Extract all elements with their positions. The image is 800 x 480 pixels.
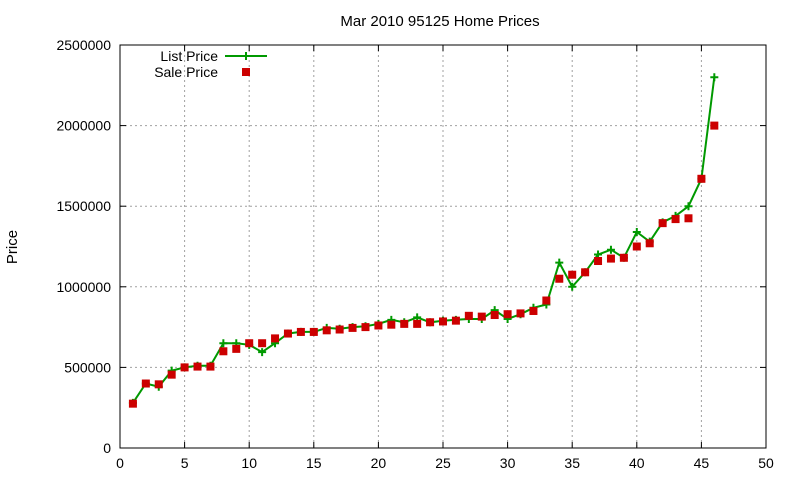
- x-tick-label: 20: [371, 455, 387, 471]
- data-point-sale-price: [271, 334, 280, 343]
- data-point-sale-price: [245, 339, 254, 348]
- data-point-sale-price: [309, 327, 318, 336]
- y-tick-label: 0: [103, 440, 111, 456]
- legend-marker-list-price: [242, 52, 250, 60]
- y-tick-label: 1500000: [56, 198, 111, 214]
- data-point-sale-price: [413, 319, 422, 328]
- data-point-sale-price: [426, 318, 435, 327]
- legend-label-sale-price: Sale Price: [154, 64, 218, 80]
- data-point-sale-price: [697, 174, 706, 183]
- data-point-sale-price: [167, 370, 176, 379]
- x-tick-label: 40: [629, 455, 645, 471]
- series-layer: [128, 73, 719, 408]
- x-tick-label: 50: [758, 455, 774, 471]
- data-point-sale-price: [555, 274, 564, 283]
- data-point-list-price: [606, 245, 615, 254]
- x-tick-label: 25: [435, 455, 451, 471]
- data-point-list-price: [258, 348, 267, 357]
- data-point-sale-price: [128, 399, 137, 408]
- y-axis-label: Price: [4, 230, 21, 264]
- data-point-sale-price: [258, 339, 267, 348]
- data-point-sale-price: [296, 327, 305, 336]
- data-point-sale-price: [606, 254, 615, 263]
- data-point-sale-price: [581, 268, 590, 277]
- data-point-sale-price: [490, 311, 499, 320]
- data-point-sale-price: [154, 380, 163, 389]
- grid: [120, 45, 766, 448]
- legend-marker-sale-price: [242, 68, 250, 76]
- data-point-sale-price: [439, 317, 447, 326]
- data-point-sale-price: [283, 329, 292, 338]
- data-point-sale-price: [335, 325, 344, 334]
- data-point-sale-price: [516, 309, 525, 318]
- data-point-sale-price: [645, 239, 654, 248]
- data-point-sale-price: [219, 347, 228, 356]
- data-point-sale-price: [529, 306, 538, 315]
- x-tick-label: 0: [116, 455, 124, 471]
- y-tick-label: 2000000: [56, 118, 111, 134]
- axis-ticks: 0 5 10 15 20 25 30 35 40 45 50 0 500000 1000000 150000…: [56, 37, 774, 471]
- data-point-sale-price: [568, 270, 577, 279]
- data-point-list-price: [219, 339, 228, 348]
- data-point-sale-price: [619, 253, 628, 262]
- series-line-list-price: [132, 77, 716, 404]
- data-point-list-price: [710, 73, 719, 82]
- data-point-list-price: [632, 227, 641, 236]
- x-tick-label: 35: [564, 455, 580, 471]
- data-point-sale-price: [348, 323, 357, 332]
- data-point-sale-price: [477, 312, 486, 321]
- data-point-sale-price: [193, 362, 202, 371]
- data-point-list-price: [684, 202, 693, 211]
- data-point-sale-price: [361, 323, 370, 332]
- data-point-sale-price: [542, 296, 551, 305]
- data-point-sale-price: [594, 257, 603, 266]
- data-point-sale-price: [632, 242, 641, 251]
- legend-label-list-price: List Price: [160, 48, 218, 64]
- data-point-sale-price: [464, 311, 473, 320]
- x-tick-label: 5: [181, 455, 189, 471]
- series-sale-price: [128, 121, 719, 408]
- data-point-sale-price: [206, 362, 215, 371]
- x-tick-label: 15: [306, 455, 322, 471]
- data-point-sale-price: [684, 214, 693, 223]
- data-point-sale-price: [387, 320, 396, 329]
- x-tick-label: 10: [241, 455, 257, 471]
- y-tick-label: 500000: [64, 359, 111, 375]
- data-point-sale-price: [400, 319, 409, 328]
- y-tick-label: 2500000: [56, 37, 111, 53]
- data-point-sale-price: [451, 316, 460, 325]
- x-tick-label: 30: [500, 455, 516, 471]
- data-point-sale-price: [710, 121, 719, 130]
- x-tick-label: 45: [694, 455, 710, 471]
- series-list-price: [128, 73, 719, 407]
- data-point-sale-price: [232, 344, 241, 353]
- data-point-sale-price: [374, 321, 383, 330]
- data-point-list-price: [568, 282, 577, 291]
- y-tick-label: 1000000: [56, 279, 111, 295]
- data-point-sale-price: [503, 310, 512, 319]
- data-point-sale-price: [180, 363, 189, 372]
- chart-title: Mar 2010 95125 Home Prices: [340, 13, 539, 30]
- data-point-sale-price: [671, 215, 680, 224]
- data-point-list-price: [555, 258, 564, 267]
- data-point-sale-price: [658, 219, 667, 228]
- data-point-sale-price: [141, 379, 150, 388]
- data-point-sale-price: [322, 326, 331, 335]
